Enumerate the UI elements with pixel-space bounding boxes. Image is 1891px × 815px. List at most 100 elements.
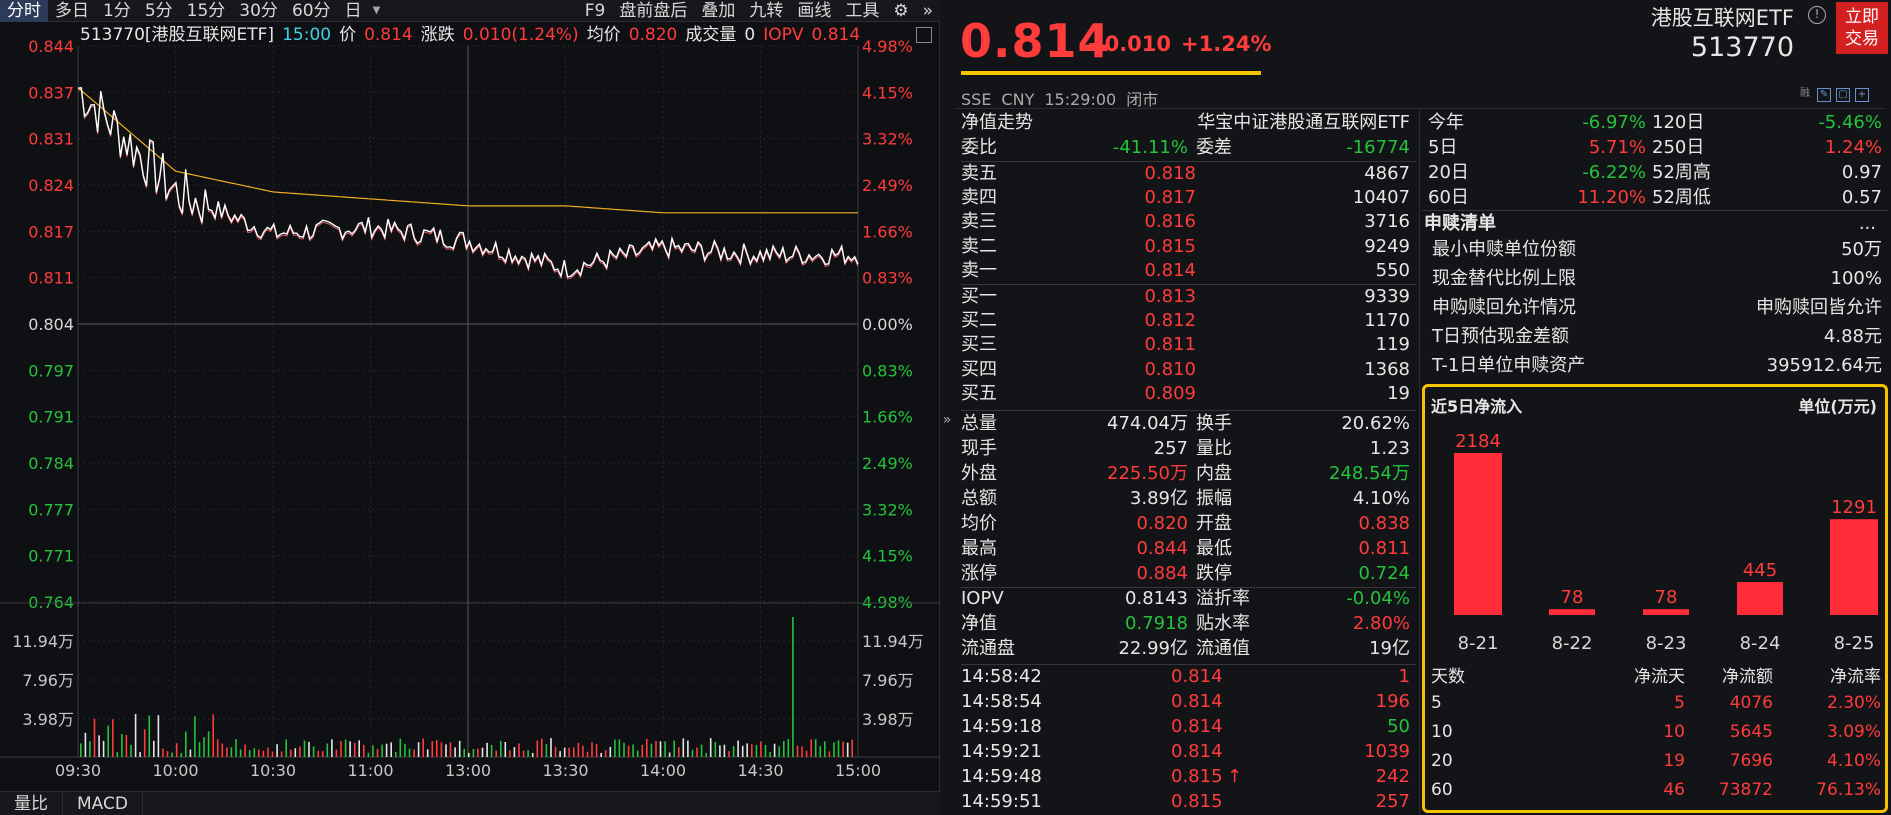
volume-bar <box>641 744 644 757</box>
volume-bar <box>783 741 785 757</box>
f9-button[interactable]: F9 <box>584 0 606 21</box>
volume-bar <box>563 747 566 757</box>
net-inflow-value-label: 445 <box>1743 560 1777 581</box>
volume-bar <box>130 744 132 757</box>
collapse-handle-icon[interactable]: » <box>942 412 952 428</box>
price-tick-label: 0.784 <box>28 454 74 473</box>
overlay-button[interactable]: 叠加 <box>701 0 736 21</box>
tab-30min[interactable]: 30分 <box>239 0 278 21</box>
order-ratio-row: 委比 -41.11% 委差 -16774 <box>961 136 1414 160</box>
ask-row: 卖三 0.816 3716 <box>961 210 1414 234</box>
ask-row: 卖四 0.817 10407 <box>961 186 1414 210</box>
tab-multiday[interactable]: 多日 <box>55 0 89 21</box>
volume-bar <box>390 742 392 757</box>
volume-bar <box>134 714 137 757</box>
price-volume-chart: 0.844 4.98% 0.837 4.15% 0.831 3.32% 0.824 2.49%… <box>0 37 940 780</box>
percent-tick-label: 4.15% <box>862 83 913 102</box>
volume-bar <box>568 747 570 757</box>
percent-tick-label: 4.98% <box>862 37 913 56</box>
premarket-button[interactable]: 盘前盘后 <box>619 0 688 21</box>
volume-bar <box>445 744 447 757</box>
stat-value: 0.724 <box>1358 563 1410 584</box>
volume-bar <box>331 739 333 757</box>
volume-bar <box>98 735 100 757</box>
stat-value: 0.811 <box>1358 538 1410 559</box>
volume-bar <box>541 738 543 757</box>
volume-bar <box>536 740 539 757</box>
tab-1min[interactable]: 1分 <box>103 0 131 21</box>
stat-label: 总量 <box>961 413 997 434</box>
tools-button[interactable]: 工具 <box>845 0 880 21</box>
volume-bar <box>102 740 105 757</box>
percent-tick-label: 3.32% <box>862 500 913 519</box>
price-tick-label: 0.797 <box>28 361 74 380</box>
timeframe-dropdown-icon[interactable]: ▼ <box>372 5 381 16</box>
trade-price: 0.814 <box>1171 716 1223 737</box>
volume-bar <box>650 743 653 757</box>
tab-macd[interactable]: MACD <box>63 792 143 815</box>
volume-bar <box>189 749 192 757</box>
ask-row: 卖一 0.814 550 <box>961 259 1414 283</box>
volume-bar <box>673 740 675 757</box>
layout-icon[interactable] <box>916 27 932 43</box>
net-inflow-table-row: 10 10 5645 3.09% <box>1425 720 1885 744</box>
volume-bar <box>344 739 347 757</box>
volume-bar <box>577 742 580 757</box>
trade-time: 14:59:51 <box>961 791 1042 812</box>
net-inflow-bar <box>1643 609 1689 615</box>
volume-bar <box>591 742 593 757</box>
volume-bar <box>280 751 283 757</box>
volume-bar <box>349 741 351 757</box>
info-icon[interactable]: ! <box>1808 6 1826 24</box>
volume-bar <box>668 752 671 757</box>
trade-now-button[interactable]: 立即 交易 <box>1836 2 1888 54</box>
performance-row: 5日 5.71% 250日 1.24% <box>1428 136 1886 160</box>
ask-price: 0.814 <box>1144 259 1196 281</box>
net-inflow-date-label: 8-25 <box>1834 633 1875 654</box>
bid-level-label: 买四 <box>961 358 997 380</box>
tab-volume-ratio[interactable]: 量比 <box>0 792 63 815</box>
volume-bar <box>746 743 748 757</box>
tab-intraday[interactable]: 分时 <box>0 0 48 22</box>
tab-daily[interactable]: 日 <box>344 0 362 21</box>
stat-row: 涨停 0.884 跌停 0.724 <box>961 562 1414 586</box>
volume-bar <box>121 734 123 757</box>
tab-5min[interactable]: 5分 <box>144 0 173 21</box>
stat-value: 20.62% <box>1341 413 1410 434</box>
stat-label: 振幅 <box>1196 488 1232 509</box>
trade-row: 14:59:21 0.814 1039 <box>961 740 1414 764</box>
tab-60min[interactable]: 60分 <box>291 0 331 21</box>
net-inflow-table-header: 净流率 <box>1830 667 1881 687</box>
nine-turn-button[interactable]: 九转 <box>749 0 784 21</box>
edit-icon[interactable]: ✎ <box>1817 88 1831 102</box>
volume-bar <box>358 740 360 757</box>
stat-label: 开盘 <box>1196 513 1232 534</box>
volume-bar <box>582 745 584 757</box>
net-inflow-table-cell: 7696 <box>1729 751 1773 771</box>
window-icon[interactable]: ▢ <box>1836 88 1850 102</box>
fund-stat-row: IOPV 0.8143 溢折率 -0.04% <box>961 587 1414 611</box>
tab-15min[interactable]: 15分 <box>186 0 226 21</box>
add-icon[interactable]: + <box>1855 88 1869 102</box>
gear-icon[interactable]: ⚙ <box>893 0 909 21</box>
settings-icon[interactable]: 融 <box>1800 88 1810 99</box>
trade-price: 0.814 <box>1171 666 1223 687</box>
net-inflow-value-label: 78 <box>1655 587 1678 608</box>
volume-bar <box>518 743 520 757</box>
volume-bar <box>559 751 561 757</box>
draw-line-button[interactable]: 画线 <box>797 0 832 21</box>
net-inflow-table-row: 20 19 7696 4.10% <box>1425 749 1885 773</box>
ask-volume: 4867 <box>1364 163 1410 184</box>
stat-label: 涨停 <box>961 563 997 584</box>
net-inflow-bar <box>1830 519 1878 615</box>
volume-bar <box>84 732 87 757</box>
bid-price: 0.811 <box>1144 334 1196 356</box>
volume-bar <box>248 750 251 757</box>
trade-row: 14:58:42 0.814 1 <box>961 665 1414 689</box>
net-inflow-title: 近5日净流入 <box>1431 397 1523 416</box>
bid-row: 买三 0.811 119 <box>961 333 1414 357</box>
trade-row: 14:59:48 0.815 ↑ 242 <box>961 765 1414 789</box>
panel-tools: 融 ✎ ▢ + <box>1798 88 1869 102</box>
expand-icon[interactable]: » <box>922 0 933 21</box>
quote-time: 15:29:00 <box>1044 90 1117 109</box>
